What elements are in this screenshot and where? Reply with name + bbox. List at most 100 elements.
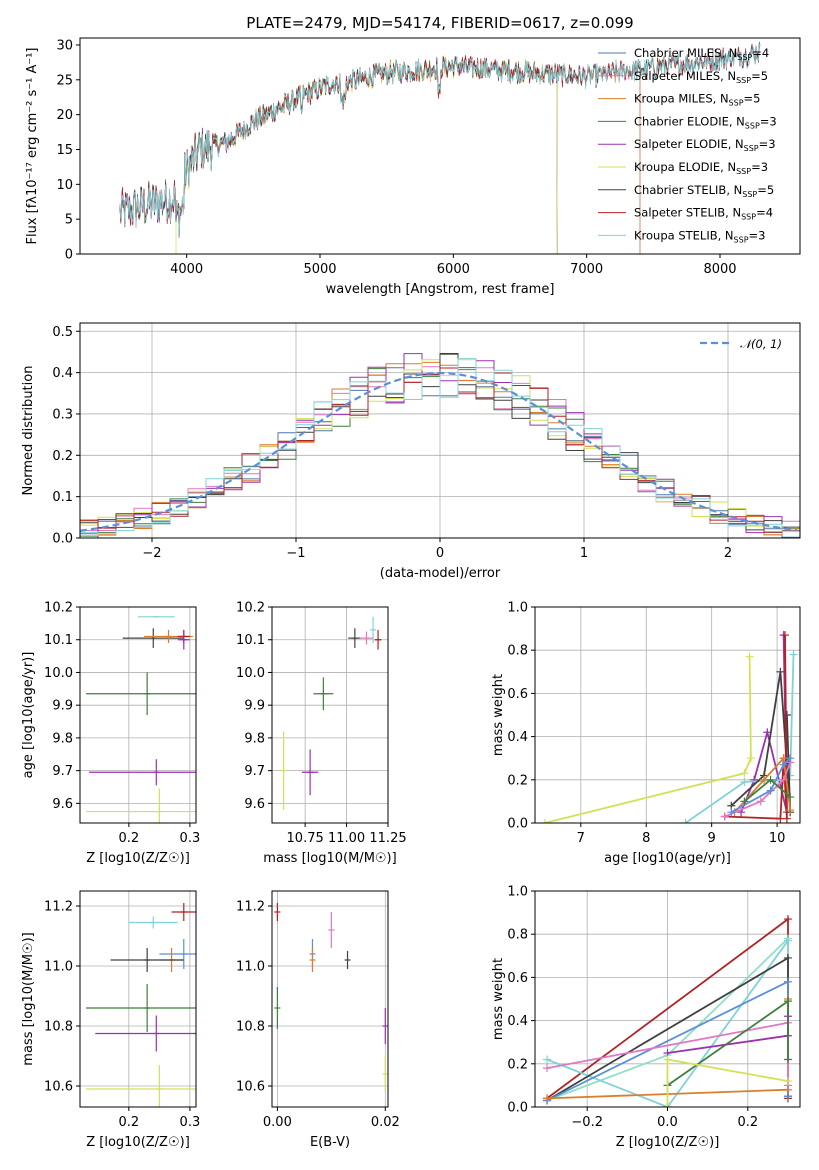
y-tick-label: 10.8 [44,1020,73,1035]
weight-line [544,656,752,823]
x-tick-label: −1 [286,546,305,561]
y-axis-label: Flux [fλ10⁻¹⁷ erg cm⁻² s⁻¹ A⁻¹] [25,48,40,245]
x-axis-label: Z [log10(Z/Z☉)] [616,1135,720,1150]
plot-area [80,353,800,538]
weight-marker [681,819,690,823]
y-tick-label: 9.8 [52,731,73,746]
y-tick-label: 0 [65,248,73,263]
legend-label: Salpeter MILES, NSSP=5 [634,69,768,85]
legend-label: Kroupa STELIB, NSSP=3 [634,228,765,244]
data-point [274,903,281,921]
weight-marker [663,1055,672,1064]
weight-marker [740,769,749,778]
data-point [370,616,377,643]
x-tick-label: 10 [769,831,786,846]
y-tick-label: 9.6 [244,797,265,812]
plot-area [86,616,196,823]
weight-marker [783,977,792,986]
y-tick-label: 30 [56,38,73,53]
weight-marker [766,775,775,784]
weight-series [663,997,792,1090]
spectrum-line [175,55,558,254]
data-point [313,677,334,711]
weight-marker [783,936,792,945]
y-tick-label: 10.6 [44,1080,73,1095]
y-tick-label: 0.4 [52,366,73,381]
y-tick-label: 0.4 [507,1014,528,1029]
y-tick-label: 9.8 [244,731,265,746]
y-tick-label: 0.2 [507,1057,528,1072]
legend-label: Chabrier STELIB, NSSP=5 [634,183,774,199]
x-tick-label: 1 [580,546,588,561]
x-tick-label: 0.2 [118,831,139,846]
panel-age_vs_mass: 10.75 11.00 11.25 9.6 9.7 9.8 9.9 10.0 10.1 10.2 m… [236,601,407,867]
y-tick-label: 0.8 [507,928,528,943]
spectrum-line [119,43,761,238]
panel-spectrum: 4000 5000 6000 7000 8000 0 5 10 15 20 25 30 waveleng… [25,37,801,297]
y-tick-label: 5 [65,213,73,228]
plot-area [540,631,798,823]
weight-marker [779,775,788,784]
y-tick-label: 10.8 [236,1020,265,1035]
data-point [110,948,184,972]
y-tick-label: 10.1 [236,633,265,648]
x-tick-label: 0.3 [180,831,201,846]
weight-line [733,756,792,813]
data-point [159,939,196,969]
axes-frame [79,890,197,1108]
x-tick-label: 10.75 [287,831,324,846]
y-tick-label: 10.2 [236,601,265,616]
weight-marker [776,667,785,676]
panel-residuals: −2 −1 0 1 2 0.0 0.1 0.2 0.3 0.4 0.5 (data-model)/er… [21,322,801,581]
weight-line [666,999,789,1087]
y-tick-label: 0.4 [507,730,528,745]
x-axis-label: mass [log10(M/M☉)] [263,851,396,866]
plot-area [543,915,792,1107]
weight-marker [740,797,749,806]
data-point [274,987,281,1029]
weight-marker [750,775,759,784]
y-tick-label: 0.0 [52,532,73,547]
panel-weight_vs_z: −0.2 0.0 0.2 0.0 0.2 0.4 0.6 0.8 1.0 Z [log10(Z/Z… [491,885,801,1150]
x-tick-label: 0.3 [180,1115,201,1130]
panel-age_vs_z: 0.2 0.3 9.6 9.7 9.8 9.9 10.0 10.1 10.2 Z [log10(Z… [21,601,201,867]
y-tick-label: 11.2 [236,900,265,915]
data-point [122,628,184,648]
plot-area [119,41,761,254]
x-tick-label: 7 [577,831,585,846]
y-tick-label: 10.0 [44,666,73,681]
y-axis-label: Normed distribution [21,366,36,496]
y-tick-label: 0.8 [507,644,528,659]
panel-mass_vs_z: 0.2 0.3 10.6 10.8 11.0 11.2 Z [log10(Z/Z☉)] mas… [21,890,201,1150]
y-tick-label: 1.0 [507,885,528,900]
x-tick-label: 8000 [703,262,736,277]
x-tick-label: 11.00 [328,831,365,846]
x-tick-label: 0.02 [371,1115,400,1130]
weight-marker [783,1077,792,1086]
plot-area [86,903,196,1107]
data-point [86,672,196,715]
legend-label: 𝒩(0, 1) [740,337,782,351]
y-axis-label: mass weight [491,674,506,756]
y-tick-label: 10 [56,178,73,193]
weight-marker [786,754,795,763]
y-tick-label: 0.0 [507,817,528,832]
x-tick-label: 6000 [437,262,470,277]
y-tick-label: 11.0 [44,960,73,975]
x-tick-label: 9 [708,831,716,846]
axes-frame [271,890,389,1108]
x-axis-label: E(B-V) [310,1135,350,1150]
y-tick-label: 0.0 [507,1101,528,1116]
y-axis-label: mass [log10(M/M☉)] [21,932,36,1065]
plot-area [274,903,388,1092]
legend-label: Kroupa MILES, NSSP=5 [634,92,760,108]
data-point [382,1008,388,1044]
x-axis-label: Z [log10(Z/Z☉)] [86,1135,190,1150]
y-tick-label: 10.2 [44,601,73,616]
weight-marker [540,819,549,823]
data-point [89,759,196,786]
weight-marker [782,711,791,719]
panel-weight_vs_age: 7 8 9 10 0.0 0.2 0.4 0.6 0.8 1.0 age [log10(age/yr… [491,601,801,866]
x-tick-label: 5000 [303,262,336,277]
